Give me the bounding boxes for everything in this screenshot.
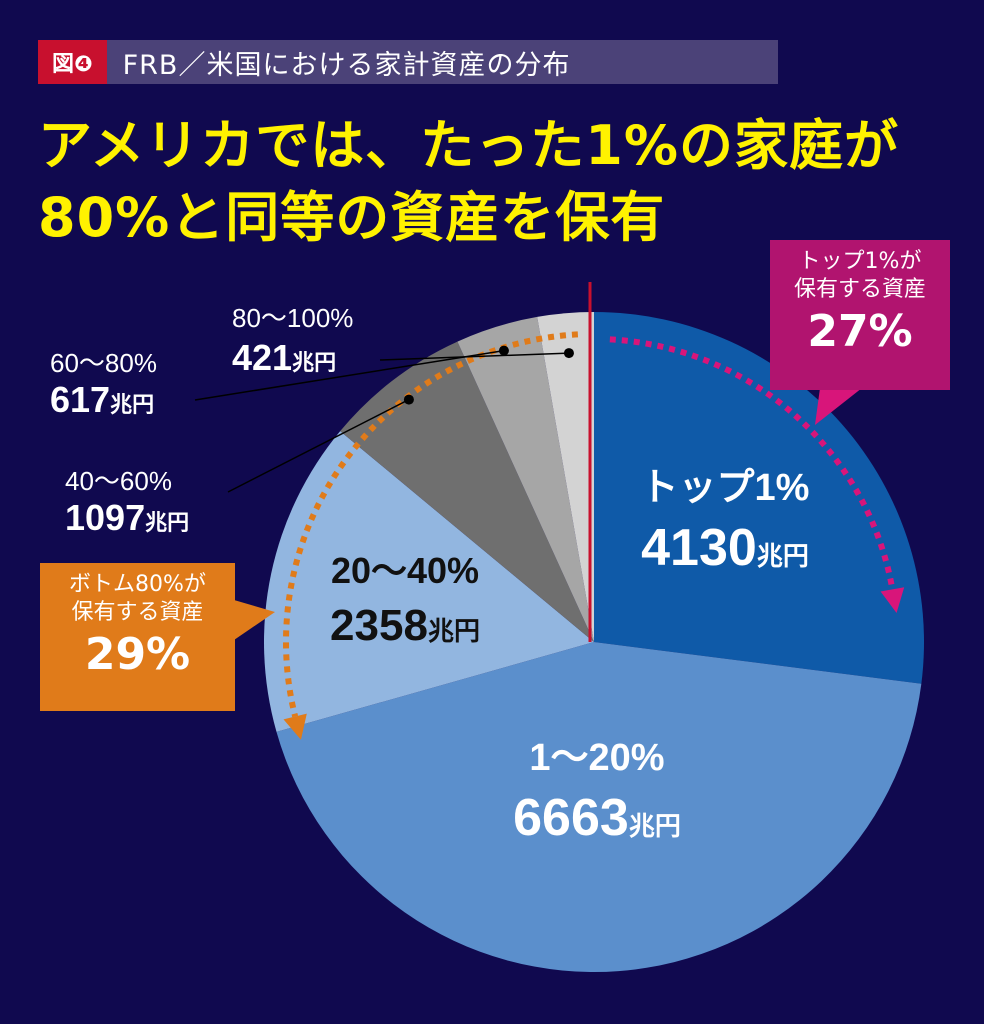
slice-name-20-40pct: 20〜40% — [331, 550, 479, 591]
slice-value-80-100pct: 421兆円 — [232, 337, 336, 378]
leader-dot-60-80pct — [498, 345, 509, 356]
leader-line-40-60pct — [227, 398, 410, 493]
slice-value-40-60pct: 1097兆円 — [65, 497, 189, 538]
slice-value-1-20pct: 6663兆円 — [513, 789, 681, 847]
figure-title: FRB／米国における家計資産の分布 — [122, 49, 571, 81]
callout-bottom-share: ボトム80%が 保有する資産 29% — [40, 563, 235, 711]
bottom-share-arc — [283, 331, 579, 718]
figure-number: 図❹ — [38, 40, 107, 84]
pie-slice-80-100pct — [537, 312, 594, 642]
top-share-arrowhead — [880, 587, 905, 614]
leader-line-80-100pct — [379, 352, 569, 361]
bottom-share-arrowhead — [283, 713, 307, 740]
pie-slice-60-80pct — [457, 316, 594, 642]
callout-top-lead-1: トップ1%が — [798, 249, 922, 274]
callout-bottom-lead: ボトム80%が 保有する資産 — [40, 563, 235, 627]
pie-slice-top-1pct — [594, 312, 924, 684]
slice-value-60-80pct: 617兆円 — [50, 379, 154, 420]
pie-slice-20-40pct — [264, 431, 594, 732]
callout-top-pointer — [815, 388, 862, 425]
slice-value-20-40pct: 2358兆円 — [330, 601, 480, 650]
slice-name-80-100pct: 80〜100% — [232, 303, 353, 333]
figure-label-bar: 図❹ FRB／米国における家計資産の分布 — [38, 40, 778, 84]
callout-bottom-lead-2: 保有する資産 — [71, 600, 204, 625]
callout-bottom-percent: 29% — [84, 629, 191, 680]
callout-top-lead: トップ1%が 保有する資産 — [770, 240, 950, 304]
callout-top-percent: 27% — [807, 306, 913, 357]
headline-line-1: アメリカでは、たった1%の家庭が — [38, 114, 899, 177]
top-share-arc — [609, 336, 896, 590]
slice-name-1-20pct: 1〜20% — [529, 737, 664, 779]
headline-line-2: 80%と同等の資産を保有 — [38, 186, 666, 249]
callout-top-share: トップ1%が 保有する資産 27% — [770, 240, 950, 390]
leader-line-60-80pct — [194, 349, 505, 401]
slice-name-top-1pct: トップ1% — [641, 467, 810, 509]
slice-name-40-60pct: 40〜60% — [65, 466, 172, 496]
headline: アメリカでは、たった1%の家庭が 80%と同等の資産を保有 — [38, 110, 899, 254]
callout-bottom-lead-1: ボトム80%が — [69, 572, 206, 597]
slice-name-60-80pct: 60〜80% — [50, 348, 157, 378]
pie-slice-1-20pct — [276, 642, 922, 972]
pie-slice-40-60pct — [340, 341, 594, 642]
callout-bottom-pointer — [234, 600, 275, 640]
leader-dot-80-100pct — [563, 348, 574, 359]
slice-value-top-1pct: 4130兆円 — [641, 519, 809, 577]
leader-dot-40-60pct — [403, 394, 414, 405]
callout-top-lead-2: 保有する資産 — [793, 277, 926, 302]
